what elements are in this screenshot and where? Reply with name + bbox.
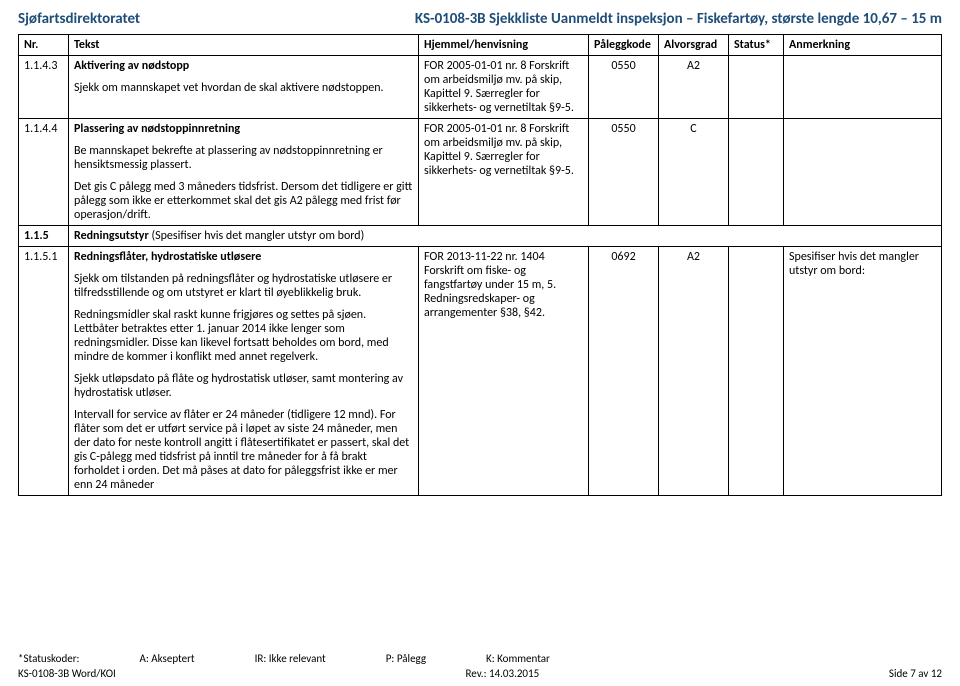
row-body: Intervall for service av flåter er 24 må… [74,408,413,492]
cell-tekst: Plassering av nødstoppinnretning Be mann… [69,119,419,226]
row-body: Sjekk om tilstanden på redningsflåter og… [74,272,413,300]
cell-alvorsgrad: A2 [659,56,729,119]
col-anmerkning: Anmerkning [784,35,942,56]
cell-nr: 1.1.4.3 [19,56,69,119]
cell-tekst: Aktivering av nødstopp Sjekk om mannskap… [69,56,419,119]
status-k: K: Kommentar [486,652,550,665]
section-title: Redningsutstyr [74,229,149,243]
cell-paleggkode: 0550 [589,119,659,226]
cell-nr: 1.1.4.4 [19,119,69,226]
footer-meta: KS-0108-3B Word/KOI Rev.: 14.03.2015 Sid… [18,667,942,680]
row-title: Redningsflåter, hydrostatiske utløsere [74,250,413,264]
cell-status [729,119,784,226]
cell-anmerkning [784,56,942,119]
status-a: A: Akseptert [139,652,194,665]
cell-nr: 1.1.5 [19,226,69,247]
footer-page: Side 7 av 12 [889,667,942,680]
col-tekst: Tekst [69,35,419,56]
col-status: Status* [729,35,784,56]
section-cell: Redningsutstyr (Spesifiser hvis det mang… [69,226,942,247]
table-row: 1.1.4.4 Plassering av nødstoppinnretning… [19,119,942,226]
page-footer: *Statuskoder: A: Akseptert IR: Ikke rele… [18,652,942,680]
status-p: P: Pålegg [386,652,426,665]
status-prefix: *Statuskoder: [18,652,79,665]
cell-paleggkode: 0550 [589,56,659,119]
row-body: Be mannskapet bekrefte at plassering av … [74,144,413,172]
footer-rev: Rev.: 14.03.2015 [466,667,540,680]
row-body: Sjekk utløpsdato på flåte og hydrostatis… [74,372,413,400]
col-hjemmel: Hjemmel/henvisning [419,35,589,56]
footer-doc: KS-0108-3B Word/KOI [18,667,116,680]
cell-hjemmel: FOR 2005-01-01 nr. 8 Forskrift om arbeid… [419,56,589,119]
cell-alvorsgrad: C [659,119,729,226]
cell-anmerkning [784,119,942,226]
row-title: Aktivering av nødstopp [74,59,413,73]
col-alvorsgrad: Alvorsgrad [659,35,729,56]
cell-status [729,247,784,496]
cell-paleggkode: 0692 [589,247,659,496]
cell-anmerkning: Spesifiser hvis det mangler utstyr om bo… [784,247,942,496]
cell-hjemmel: FOR 2013-11-22 nr. 1404 Forskrift om fis… [419,247,589,496]
section-note: (Spesifiser hvis det mangler utstyr om b… [151,229,364,243]
table-row: 1.1.4.3 Aktivering av nødstopp Sjekk om … [19,56,942,119]
table-header-row: Nr. Tekst Hjemmel/henvisning Påleggkode … [19,35,942,56]
cell-hjemmel: FOR 2005-01-01 nr. 8 Forskrift om arbeid… [419,119,589,226]
row-body: Redningsmidler skal raskt kunne frigjøre… [74,308,413,364]
col-paleggkode: Påleggkode [589,35,659,56]
status-codes-line: *Statuskoder: A: Akseptert IR: Ikke rele… [18,652,942,665]
cell-status [729,56,784,119]
col-nr: Nr. [19,35,69,56]
status-ir: IR: Ikke relevant [255,652,326,665]
cell-alvorsgrad: A2 [659,247,729,496]
row-title: Plassering av nødstoppinnretning [74,122,413,136]
header-left: Sjøfartsdirektoratet [18,10,140,28]
row-body: Det gis C pålegg med 3 måneders tidsfris… [74,180,413,222]
table-row: 1.1.5.1 Redningsflåter, hydrostatiske ut… [19,247,942,496]
checklist-table: Nr. Tekst Hjemmel/henvisning Påleggkode … [18,34,942,496]
header-right: KS-0108-3B Sjekkliste Uanmeldt inspeksjo… [415,10,942,28]
document-header: Sjøfartsdirektoratet KS-0108-3B Sjekklis… [18,10,942,28]
cell-tekst: Redningsflåter, hydrostatiske utløsere S… [69,247,419,496]
row-body: Sjekk om mannskapet vet hvordan de skal … [74,81,413,95]
cell-nr: 1.1.5.1 [19,247,69,496]
section-row: 1.1.5 Redningsutstyr (Spesifiser hvis de… [19,226,942,247]
